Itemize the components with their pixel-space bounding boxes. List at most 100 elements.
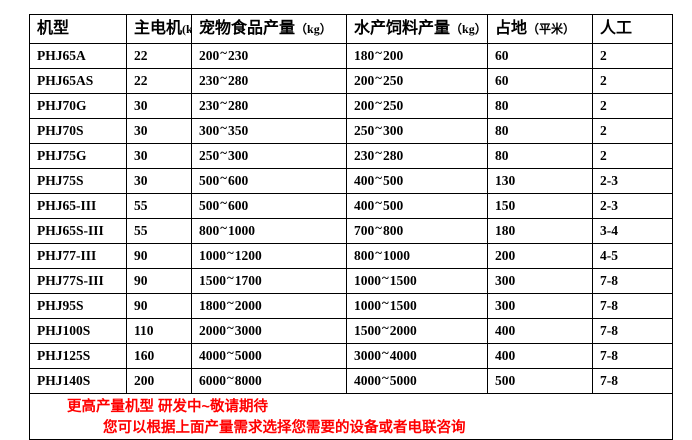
cell-area: 300 — [487, 268, 593, 294]
cell-aqua-feed: 1000~1500 — [346, 268, 488, 294]
cell-pet-food: 230~280 — [191, 93, 347, 119]
notes-row: 更高产量机型 研发中~敬请期待 您可以根据上面产量需求选择您需要的设备或者电联咨… — [29, 393, 673, 440]
column-header-motor: 主电机(kw) — [126, 14, 192, 44]
cell-labor: 7-8 — [592, 368, 673, 394]
column-header-motor-unit: (kw) — [182, 22, 190, 36]
table-row: PHJ77-III 90 1000~1200 800~1000 200 4-5 — [29, 243, 673, 269]
table-row: PHJ65AS 22 230~280 200~250 60 2 — [29, 68, 673, 94]
cell-model: PHJ75G — [29, 143, 127, 169]
table-row: PHJ75G 30 250~300 230~280 80 2 — [29, 143, 673, 169]
cell-aqua-feed: 400~500 — [346, 168, 488, 194]
cell-model: PHJ77S-III — [29, 268, 127, 294]
cell-motor: 55 — [126, 218, 192, 244]
cell-model: PHJ77-III — [29, 243, 127, 269]
cell-area: 400 — [487, 318, 593, 344]
cell-pet-food: 300~350 — [191, 118, 347, 144]
cell-motor: 90 — [126, 243, 192, 269]
table-row: PHJ75S 30 500~600 400~500 130 2-3 — [29, 168, 673, 194]
cell-motor: 200 — [126, 368, 192, 394]
cell-pet-food: 4000~5000 — [191, 343, 347, 369]
cell-motor: 30 — [126, 93, 192, 119]
cell-labor: 7-8 — [592, 343, 673, 369]
cell-motor: 55 — [126, 193, 192, 219]
cell-aqua-feed: 250~300 — [346, 118, 488, 144]
cell-pet-food: 230~280 — [191, 68, 347, 94]
cell-pet-food: 6000~8000 — [191, 368, 347, 394]
cell-aqua-feed: 200~250 — [346, 68, 488, 94]
cell-motor: 30 — [126, 118, 192, 144]
column-header-area-label: 占地 — [495, 20, 528, 37]
note-line-2: 您可以根据上面产量需求选择您需要的设备或者电联咨询 — [103, 420, 466, 436]
cell-aqua-feed: 200~250 — [346, 93, 488, 119]
cell-aqua-feed: 800~1000 — [346, 243, 488, 269]
cell-labor: 2 — [592, 93, 673, 119]
cell-labor: 2 — [592, 143, 673, 169]
cell-pet-food: 1800~2000 — [191, 293, 347, 319]
column-header-area: 占地（平米） — [487, 14, 593, 44]
table-row: PHJ140S 200 6000~8000 4000~5000 500 7-8 — [29, 368, 673, 394]
cell-motor: 90 — [126, 293, 192, 319]
cell-motor: 22 — [126, 43, 192, 69]
cell-aqua-feed: 1500~2000 — [346, 318, 488, 344]
column-header-labor: 人工 — [592, 14, 673, 44]
cell-area: 400 — [487, 343, 593, 369]
cell-area: 80 — [487, 93, 593, 119]
column-header-model: 机型 — [29, 14, 127, 44]
cell-model: PHJ125S — [29, 343, 127, 369]
table-row: PHJ65S-III 55 800~1000 700~800 180 3-4 — [29, 218, 673, 244]
cell-labor: 2 — [592, 68, 673, 94]
column-header-aqua-feed-unit: （kg） — [450, 22, 487, 36]
cell-aqua-feed: 400~500 — [346, 193, 488, 219]
cell-labor: 7-8 — [592, 318, 673, 344]
cell-pet-food: 200~230 — [191, 43, 347, 69]
column-header-aqua-feed: 水产饲料产量（kg） — [346, 14, 488, 44]
cell-model: PHJ65AS — [29, 68, 127, 94]
table-row: PHJ70S 30 300~350 250~300 80 2 — [29, 118, 673, 144]
cell-model: PHJ140S — [29, 368, 127, 394]
cell-aqua-feed: 1000~1500 — [346, 293, 488, 319]
cell-area: 200 — [487, 243, 593, 269]
cell-pet-food: 1500~1700 — [191, 268, 347, 294]
cell-area: 60 — [487, 43, 593, 69]
cell-area: 80 — [487, 143, 593, 169]
table-row: PHJ77S-III 90 1500~1700 1000~1500 300 7-8 — [29, 268, 673, 294]
notes-box: 更高产量机型 研发中~敬请期待 您可以根据上面产量需求选择您需要的设备或者电联咨… — [37, 395, 672, 439]
column-header-pet-food-unit: （kg） — [295, 22, 332, 36]
table-body: PHJ65A 22 200~230 180~200 60 2 PHJ65AS 22 230~28… — [29, 43, 673, 394]
cell-labor: 4-5 — [592, 243, 673, 269]
cell-aqua-feed: 700~800 — [346, 218, 488, 244]
cell-motor: 160 — [126, 343, 192, 369]
cell-area: 180 — [487, 218, 593, 244]
cell-motor: 30 — [126, 168, 192, 194]
cell-motor: 110 — [126, 318, 192, 344]
table-row: PHJ65-III 55 500~600 400~500 150 2-3 — [29, 193, 673, 219]
cell-labor: 2 — [592, 118, 673, 144]
table-footer: 更高产量机型 研发中~敬请期待 您可以根据上面产量需求选择您需要的设备或者电联咨… — [29, 393, 673, 440]
cell-model: PHJ65-III — [29, 193, 127, 219]
cell-area: 80 — [487, 118, 593, 144]
cell-aqua-feed: 3000~4000 — [346, 343, 488, 369]
column-header-aqua-feed-label: 水产饲料产量 — [354, 20, 451, 37]
cell-pet-food: 500~600 — [191, 168, 347, 194]
cell-labor: 7-8 — [592, 293, 673, 319]
column-header-pet-food-label: 宠物食品产量 — [199, 20, 296, 37]
cell-motor: 22 — [126, 68, 192, 94]
cell-area: 130 — [487, 168, 593, 194]
cell-aqua-feed: 4000~5000 — [346, 368, 488, 394]
cell-area: 60 — [487, 68, 593, 94]
cell-pet-food: 250~300 — [191, 143, 347, 169]
cell-pet-food: 1000~1200 — [191, 243, 347, 269]
cell-labor: 2 — [592, 43, 673, 69]
notes-cell: 更高产量机型 研发中~敬请期待 您可以根据上面产量需求选择您需要的设备或者电联咨… — [29, 393, 673, 440]
table-row: PHJ95S 90 1800~2000 1000~1500 300 7-8 — [29, 293, 673, 319]
cell-model: PHJ70S — [29, 118, 127, 144]
cell-motor: 90 — [126, 268, 192, 294]
table-row: PHJ70G 30 230~280 200~250 80 2 — [29, 93, 673, 119]
specifications-table-container: 机型 主电机(kw) 宠物食品产量（kg） 水产饲料产量（kg） 占地（平米） … — [29, 14, 673, 440]
cell-aqua-feed: 180~200 — [346, 43, 488, 69]
cell-aqua-feed: 230~280 — [346, 143, 488, 169]
cell-area: 500 — [487, 368, 593, 394]
cell-model: PHJ65S-III — [29, 218, 127, 244]
cell-labor: 2-3 — [592, 168, 673, 194]
column-header-labor-label: 人工 — [600, 20, 633, 37]
